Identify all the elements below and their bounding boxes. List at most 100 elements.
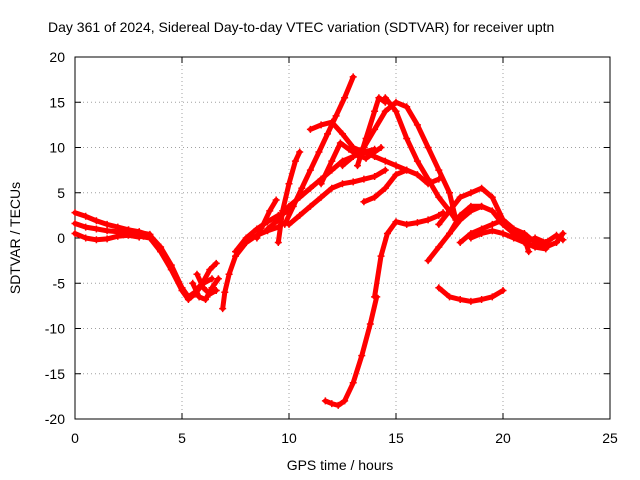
data-point: [478, 296, 486, 304]
data-point: [296, 211, 304, 219]
data-point: [103, 220, 111, 228]
data-point: [332, 112, 340, 120]
data-point: [381, 107, 389, 115]
data-point: [274, 239, 282, 247]
data-point: [349, 73, 357, 81]
data-point: [321, 397, 329, 405]
data-point: [377, 252, 385, 260]
data-point: [531, 234, 539, 242]
data-point: [381, 184, 389, 192]
data-point: [212, 259, 220, 267]
y-tick-label: -20: [45, 411, 65, 427]
data-point: [435, 175, 443, 183]
data-point: [467, 189, 475, 197]
data-point: [381, 94, 389, 102]
data-point: [285, 220, 293, 228]
data-point: [413, 157, 421, 165]
series-arc-07: [194, 271, 219, 297]
data-point: [381, 166, 389, 174]
data-point: [542, 245, 550, 253]
data-point: [360, 198, 368, 206]
data-point: [298, 184, 306, 192]
data-point: [559, 229, 567, 237]
data-point: [435, 193, 443, 201]
data-point: [362, 154, 370, 162]
data-point: [349, 153, 357, 161]
data-point: [92, 217, 100, 225]
data-point: [195, 293, 203, 301]
data-point: [336, 139, 344, 147]
data-point: [499, 216, 507, 224]
data-point: [553, 231, 560, 239]
data-point: [157, 248, 165, 256]
data-point: [446, 293, 453, 301]
series-arc-10: [254, 197, 279, 241]
data-point: [328, 118, 336, 126]
data-point: [553, 239, 560, 247]
data-point: [358, 352, 366, 360]
y-axis-label: SDTVAR / TECUs: [7, 182, 23, 294]
data-point: [339, 162, 346, 170]
x-tick-label: 10: [281, 430, 297, 446]
data-point: [360, 175, 368, 183]
data-point: [167, 266, 175, 274]
series-arc-21: [322, 294, 380, 408]
data-point: [488, 207, 496, 215]
data-point: [499, 229, 507, 237]
y-tick-label: 15: [49, 94, 65, 110]
data-point: [456, 296, 464, 304]
data-point: [206, 266, 214, 274]
data-point: [371, 125, 379, 133]
data-point: [510, 225, 518, 233]
data-point: [362, 134, 370, 142]
data-point: [424, 257, 432, 265]
data-point: [488, 293, 496, 301]
data-point: [253, 234, 261, 242]
data-point: [92, 236, 100, 244]
data-point: [478, 229, 486, 237]
data-point: [371, 172, 379, 180]
data-point: [341, 94, 349, 102]
data-point: [212, 286, 220, 294]
y-tick-label: 10: [49, 140, 65, 156]
data-point: [520, 239, 528, 247]
data-point: [296, 148, 304, 156]
data-point: [135, 232, 143, 240]
y-tick-label: 0: [57, 230, 65, 246]
data-point: [392, 218, 400, 226]
series-group: [71, 73, 567, 409]
data-point: [542, 239, 550, 247]
y-tick-label: -10: [45, 321, 65, 337]
data-point: [328, 184, 336, 192]
data-point: [531, 243, 539, 251]
data-point: [456, 193, 464, 201]
data-point: [82, 234, 90, 242]
data-point: [339, 130, 346, 138]
data-point: [371, 193, 379, 201]
data-point: [467, 202, 475, 210]
data-point: [272, 196, 280, 204]
data-point: [306, 202, 314, 210]
y-tick-label: -5: [53, 275, 66, 291]
data-point: [92, 225, 100, 233]
data-point: [193, 270, 201, 278]
data-point: [435, 220, 443, 228]
data-point: [189, 279, 197, 287]
data-point: [317, 193, 325, 201]
data-point: [259, 220, 267, 228]
data-point: [525, 248, 533, 256]
data-point: [202, 296, 210, 304]
data-point: [435, 211, 443, 219]
data-point: [413, 171, 421, 179]
chart-title: Day 361 of 2024, Sidereal Day-to-day VTE…: [48, 19, 554, 35]
data-point: [82, 223, 90, 231]
data-point: [413, 121, 421, 129]
data-point: [446, 229, 453, 237]
y-tick-label: -15: [45, 366, 65, 382]
data-point: [219, 305, 227, 313]
data-point: [403, 166, 411, 174]
data-point: [392, 98, 400, 106]
data-point: [478, 202, 486, 210]
data-point: [315, 148, 323, 156]
ticks: 0 5 10 15 20 25 -20 -15 -10 -5 0 5 10 15 20: [45, 49, 618, 446]
